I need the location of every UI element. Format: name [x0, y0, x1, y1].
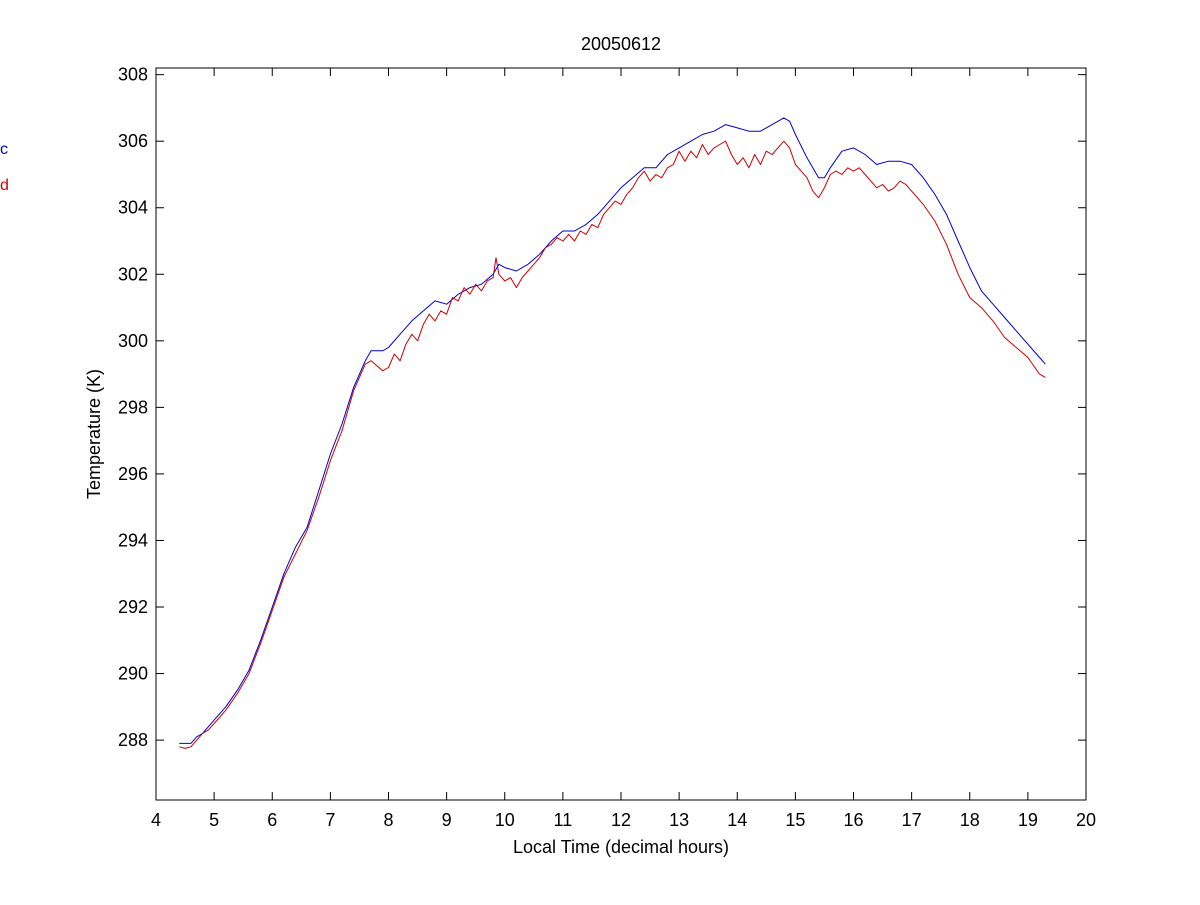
x-tick-label: 4 [151, 810, 161, 830]
series-line-d [179, 140, 1046, 749]
y-tick-label: 290 [118, 664, 148, 684]
x-tick-label: 15 [785, 810, 805, 830]
x-tick-label: 18 [960, 810, 980, 830]
x-tick-label: 11 [554, 810, 573, 830]
chart-title: 20050612 [581, 34, 661, 54]
x-tick-label: 16 [843, 810, 863, 830]
x-tick-label: 9 [442, 810, 452, 830]
y-tick-label: 302 [118, 264, 148, 284]
x-tick-label: 19 [1018, 810, 1038, 830]
x-tick-label: 6 [267, 810, 277, 830]
legend-entry-c: c [0, 141, 8, 158]
y-tick-label: 306 [118, 131, 148, 151]
y-axis-label: Temperature (K) [84, 369, 104, 499]
y-tick-label: 296 [118, 464, 148, 484]
y-tick-label: 308 [118, 65, 148, 85]
y-tick-label: 288 [118, 730, 148, 750]
series-line-c [179, 117, 1046, 744]
legend: cd [0, 141, 9, 194]
x-tick-label: 7 [325, 810, 335, 830]
x-tick-label: 13 [669, 810, 689, 830]
y-tick-label: 300 [118, 331, 148, 351]
x-tick-label: 5 [209, 810, 219, 830]
x-tick-label: 10 [495, 810, 515, 830]
x-tick-label: 8 [383, 810, 393, 830]
x-axis-ticks: 4 5 6 7 8 9 10 11 12 13 14 15 16 17 18 19 20 [151, 68, 1096, 830]
legend-entry-d: d [0, 177, 9, 194]
y-axis-ticks: 288 290 292 294 296 298 300 302 304 306 308 [118, 65, 1086, 750]
x-tick-label: 20 [1076, 810, 1096, 830]
x-axis-label: Local Time (decimal hours) [513, 837, 729, 857]
plot-area [155, 67, 1087, 801]
x-tick-label: 12 [611, 810, 631, 830]
x-tick-label: 17 [902, 810, 922, 830]
x-tick-label: 14 [727, 810, 747, 830]
y-tick-label: 292 [118, 597, 148, 617]
y-tick-label: 304 [118, 198, 148, 218]
series-lines [179, 117, 1046, 749]
y-tick-label: 298 [118, 397, 148, 417]
y-tick-label: 294 [118, 530, 148, 550]
